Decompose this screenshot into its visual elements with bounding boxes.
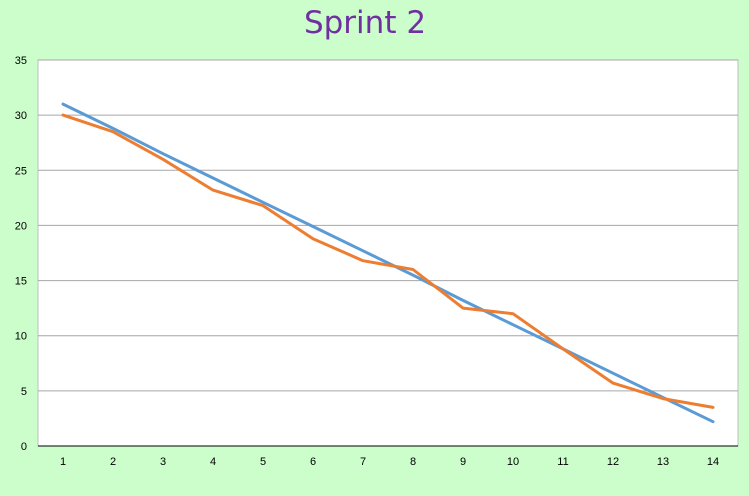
x-tick-label: 8 bbox=[410, 456, 416, 468]
x-tick-label: 6 bbox=[310, 456, 316, 468]
x-tick-label: 11 bbox=[557, 456, 568, 468]
y-axis-tick-labels: 0 5 10 15 20 25 30 35 bbox=[15, 55, 27, 453]
x-tick-label: 14 bbox=[707, 456, 719, 468]
y-tick-label: 0 bbox=[21, 441, 27, 453]
y-tick-label: 15 bbox=[15, 276, 27, 288]
y-tick-label: 25 bbox=[15, 165, 27, 177]
y-tick-label: 30 bbox=[15, 110, 27, 122]
plot-area bbox=[37, 59, 739, 447]
x-tick-label: 12 bbox=[607, 456, 619, 468]
x-axis-tick-labels: 1 2 3 4 5 6 7 8 9 10 11 12 13 14 bbox=[60, 456, 719, 468]
series-lines bbox=[61, 102, 715, 424]
x-tick-label: 4 bbox=[210, 456, 216, 468]
y-tick-label: 20 bbox=[15, 220, 27, 232]
x-tick-label: 3 bbox=[160, 456, 166, 468]
x-tick-label: 1 bbox=[60, 456, 66, 468]
ideal-burndown-line bbox=[61, 102, 715, 424]
x-tick-label: 13 bbox=[657, 456, 669, 468]
chart-title: Sprint 2 bbox=[304, 5, 426, 41]
x-tick-label: 7 bbox=[360, 456, 366, 468]
actual-burndown-line bbox=[61, 113, 715, 409]
x-tick-label: 2 bbox=[110, 456, 116, 468]
x-tick-label: 9 bbox=[460, 456, 466, 468]
y-tick-label: 10 bbox=[15, 331, 27, 343]
x-tick-label: 5 bbox=[260, 456, 266, 468]
gridlines bbox=[38, 59, 738, 392]
x-tick-label: 10 bbox=[507, 456, 519, 468]
y-tick-label: 35 bbox=[15, 55, 27, 67]
y-tick-label: 5 bbox=[21, 386, 27, 398]
